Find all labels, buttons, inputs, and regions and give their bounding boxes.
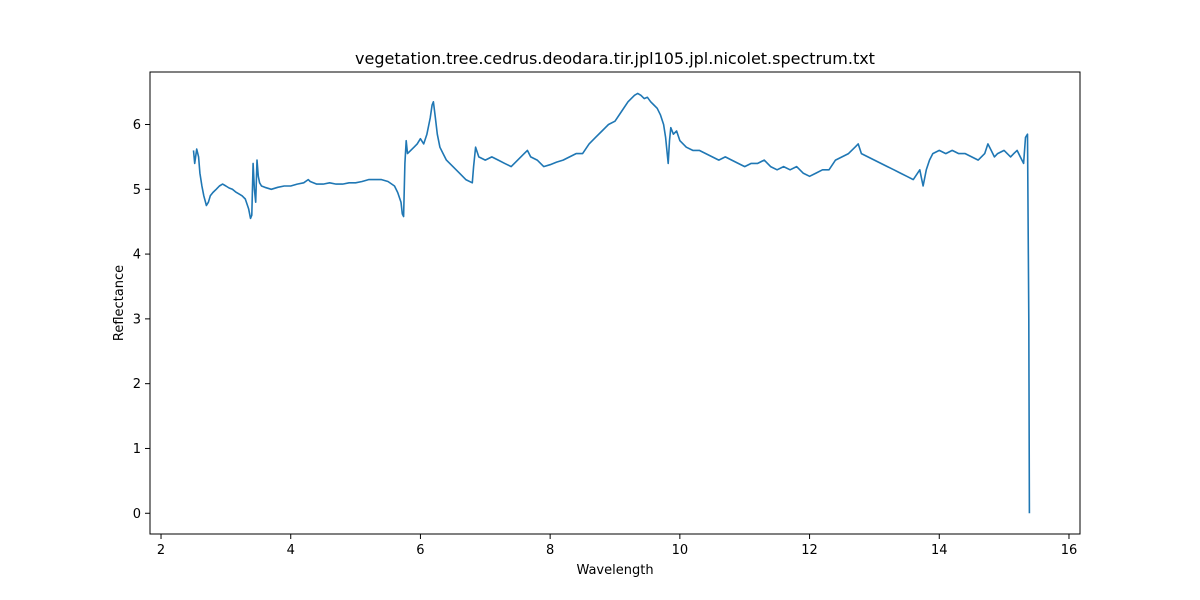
- x-tick-label: 4: [287, 543, 295, 558]
- y-tick-label: 5: [133, 183, 141, 198]
- y-tick-label: 1: [133, 442, 141, 457]
- x-tick-label: 2: [157, 543, 165, 558]
- x-tick-label: 16: [1061, 543, 1078, 558]
- chart-title: vegetation.tree.cedrus.deodara.tir.jpl10…: [355, 49, 875, 68]
- x-axis: 2 4 6 8 10 12 14 16: [157, 534, 1077, 558]
- y-tick-label: 6: [133, 118, 141, 133]
- spectrum-line: [192, 92, 1031, 514]
- y-axis-label: Reflectance: [112, 265, 127, 341]
- x-tick-label: 8: [546, 543, 554, 558]
- x-axis-label: Wavelength: [576, 563, 653, 578]
- plot-frame: [149, 71, 1081, 535]
- x-tick-label: 14: [931, 543, 948, 558]
- y-axis: 0 1 2 3 4 5 6: [133, 118, 150, 522]
- y-tick-label: 2: [133, 377, 141, 392]
- x-tick-label: 10: [672, 543, 689, 558]
- y-tick-label: 3: [133, 312, 141, 327]
- x-tick-label: 6: [416, 543, 424, 558]
- x-tick-label: 12: [801, 543, 818, 558]
- plot-area: [192, 92, 1031, 514]
- y-tick-label: 0: [133, 507, 141, 522]
- y-tick-label: 4: [133, 248, 141, 263]
